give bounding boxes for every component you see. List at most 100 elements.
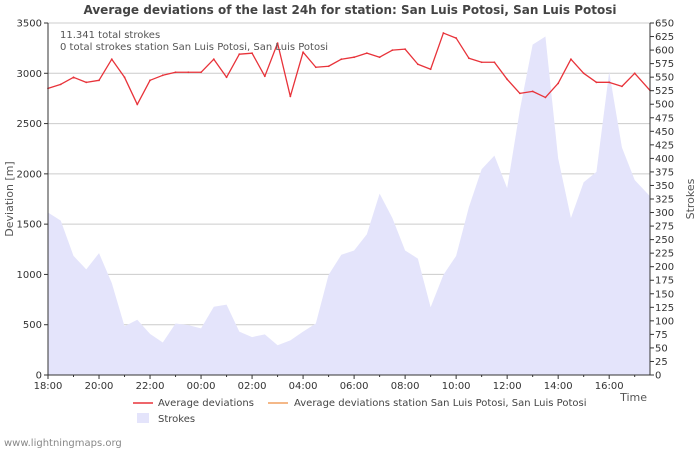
y2-tick-label: 300	[655, 208, 674, 219]
deviation-point	[302, 51, 304, 54]
chart-title: Average deviations of the last 24h for s…	[84, 3, 617, 17]
deviation-point	[557, 82, 560, 85]
y2-tick-label: 175	[655, 276, 674, 287]
y-tick-label: 500	[23, 320, 42, 331]
x-tick-label: 10:00	[442, 381, 471, 392]
y2-tick-label: 275	[655, 222, 674, 233]
deviation-point	[621, 85, 623, 88]
deviation-point	[404, 48, 407, 51]
deviation-point	[340, 58, 343, 61]
deviation-point	[327, 65, 330, 68]
deviation-point	[506, 78, 509, 81]
deviation-point	[467, 57, 470, 60]
y2-tick-label: 75	[655, 330, 668, 341]
deviation-point	[149, 79, 151, 82]
x-tick-label: 16:00	[595, 381, 624, 392]
deviation-point	[595, 81, 598, 84]
y2-tick-label: 425	[655, 140, 674, 151]
y2-tick-label: 375	[655, 167, 674, 178]
deviation-point	[531, 90, 534, 93]
x-tick-label: 04:00	[289, 381, 318, 392]
deviation-point	[519, 92, 521, 95]
deviation-point	[493, 61, 496, 64]
annotation-station-strokes: 0 total strokes station San Luis Potosi,…	[60, 42, 328, 53]
strokes-area-layer	[48, 36, 650, 376]
deviation-point	[212, 58, 215, 61]
deviation-point	[416, 63, 419, 66]
x-tick-label: 14:00	[544, 381, 573, 392]
deviation-point	[633, 72, 636, 75]
footer-credit: www.lightningmaps.org	[4, 438, 122, 449]
y2-tick-label: 450	[655, 127, 674, 138]
deviation-point	[480, 61, 483, 64]
x-tick-label: 18:00	[34, 381, 63, 392]
deviation-point	[544, 96, 547, 99]
y-tick-label: 1000	[17, 270, 42, 281]
legend-label-average-deviations: Average deviations	[158, 398, 254, 409]
x-tick-label: 00:00	[187, 381, 216, 392]
deviation-point	[455, 37, 458, 39]
deviation-point	[123, 76, 126, 79]
deviation-point	[110, 58, 113, 61]
deviation-point	[442, 32, 445, 34]
deviation-point	[378, 56, 381, 59]
y-tick-label: 3500	[17, 19, 42, 30]
y2-tick-label: 0	[655, 371, 661, 382]
annotation-total-strokes: 11.341 total strokes	[60, 30, 160, 41]
x-tick-label: 06:00	[340, 381, 369, 392]
y2-tick-label: 225	[655, 249, 674, 260]
deviation-point	[161, 74, 164, 77]
y-axis-label: Deviation [m]	[3, 161, 16, 236]
deviation-point	[174, 71, 177, 74]
y2-tick-label: 100	[655, 316, 674, 327]
deviation-point	[238, 53, 241, 56]
deviation-point	[59, 83, 62, 86]
deviation-point	[225, 76, 228, 79]
legend-swatch-strokes	[137, 413, 149, 423]
y2-tick-label: 25	[655, 357, 668, 368]
deviation-point	[251, 52, 253, 55]
deviation-point	[582, 72, 585, 75]
deviation-point	[429, 68, 432, 71]
deviation-point	[98, 79, 100, 82]
deviation-line-layer	[47, 32, 651, 106]
y2-tick-label: 600	[655, 46, 674, 57]
y-axis-ticks: 0 500 1000 1500 2000 2500 3000 3500	[17, 19, 48, 382]
y2-tick-label: 500	[655, 100, 674, 111]
x-tick-label: 12:00	[493, 381, 522, 392]
deviation-point	[85, 81, 88, 84]
deviation-point	[72, 76, 75, 79]
deviation-point	[391, 49, 394, 52]
legend: Average deviations Average deviations st…	[133, 398, 587, 425]
x-tick-label: 20:00	[85, 381, 114, 392]
y2-tick-label: 350	[655, 181, 674, 192]
average-deviations-line	[47, 32, 651, 106]
deviation-point	[276, 42, 279, 45]
y-tick-label: 2000	[17, 169, 42, 180]
y2-tick-label: 575	[655, 59, 674, 70]
y2-tick-label: 50	[655, 343, 668, 354]
y2-tick-label: 625	[655, 32, 674, 43]
y2-axis-label: Strokes	[684, 178, 697, 219]
x-tick-label: 22:00	[136, 381, 165, 392]
x-tick-label: 08:00	[391, 381, 420, 392]
y2-tick-label: 525	[655, 86, 674, 97]
deviation-point	[263, 75, 266, 78]
deviation-point	[314, 66, 317, 69]
y-tick-label: 3000	[17, 69, 42, 80]
deviation-point	[289, 95, 292, 98]
y2-tick-label: 475	[655, 113, 674, 124]
x-tick-label: 02:00	[238, 381, 267, 392]
deviation-point	[136, 103, 139, 106]
y2-tick-label: 200	[655, 262, 674, 273]
deviation-point	[187, 71, 190, 74]
deviation-point	[200, 71, 202, 74]
y2-tick-label: 650	[655, 19, 674, 30]
y2-tick-label: 125	[655, 303, 674, 314]
y-tick-label: 2500	[17, 119, 42, 130]
y2-tick-label: 150	[655, 289, 674, 300]
x-axis-label: Time	[619, 391, 647, 404]
deviation-point	[353, 56, 356, 59]
